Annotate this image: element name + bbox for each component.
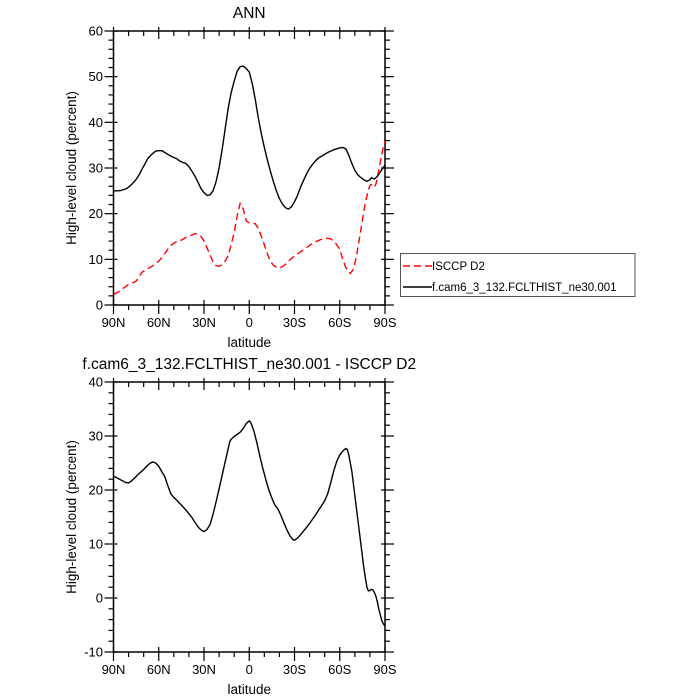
top-chart: 90N 60N 30N 0 30S 60S 90S 0 10 20 30 40 50 60 ANN latit… [64, 5, 636, 350]
x-tick-label: 60S [328, 315, 351, 330]
x-axis-label: latitude [227, 335, 271, 350]
x-tick-label: 90S [373, 662, 396, 677]
bottom-plot-box [112, 381, 386, 653]
chart-title: ANN [233, 5, 266, 22]
y-tick-label: 30 [89, 429, 103, 444]
series-line-isccp-d2 [113, 141, 386, 296]
bottom-chart: 90N 60N 30N 0 30S 60S 90S -10 0 10 20 30 40 f.cam6_3_… [0, 350, 700, 700]
x-tick-label: 90N [102, 315, 126, 330]
chart-title: f.cam6_3_132.FCLTHIST_ne30.001 - ISCCP D… [82, 356, 416, 373]
y-tick-label: -10 [84, 645, 103, 660]
y-tick-label: 50 [89, 69, 103, 84]
x-tick-label: 60N [147, 315, 171, 330]
x-tick-label: 30N [192, 315, 216, 330]
y-tick-label: 20 [89, 206, 103, 221]
y-tick-label: 40 [89, 115, 103, 130]
x-tick-label: 0 [246, 662, 253, 677]
y-tick-label: 10 [89, 252, 103, 267]
y-tick-label: 60 [89, 24, 103, 39]
y-axis-label: High-level cloud (percent) [64, 91, 79, 245]
x-tick-label: 0 [246, 315, 253, 330]
x-tick-label: 30S [283, 662, 306, 677]
series-line-difference [113, 420, 386, 627]
y-tick-label: 30 [89, 161, 103, 176]
y-tick-label: 0 [96, 298, 103, 313]
x-tick-label: 90S [373, 315, 396, 330]
y-axis-label: High-level cloud (percent) [64, 440, 79, 594]
y-tick-label: 40 [89, 375, 103, 390]
series-line-f-cam6-3-132-fclthist-ne30-001 [113, 65, 386, 210]
legend-entry-label: f.cam6_3_132.FCLTHIST_ne30.001 [432, 282, 617, 294]
x-tick-label: 90N [102, 662, 126, 677]
y-tick-label: 20 [89, 483, 103, 498]
y-tick-label: 10 [89, 537, 103, 552]
x-tick-label: 30N [192, 662, 216, 677]
x-tick-label: 60S [328, 662, 351, 677]
x-axis-label: latitude [227, 682, 271, 697]
legend-entry-label: ISCCP D2 [432, 261, 485, 273]
legend-box [400, 253, 636, 297]
x-tick-label: 30S [283, 315, 306, 330]
bottom-chart-svg: 90N 60N 30N 0 30S 60S 90S -10 0 10 20 30 40 f.cam6_3_… [64, 356, 416, 697]
top-chart-svg: 90N 60N 30N 0 30S 60S 90S 0 10 20 30 40 50 60 ANN latit… [64, 5, 636, 350]
y-tick-label: 0 [96, 591, 103, 606]
x-tick-label: 60N [147, 662, 171, 677]
